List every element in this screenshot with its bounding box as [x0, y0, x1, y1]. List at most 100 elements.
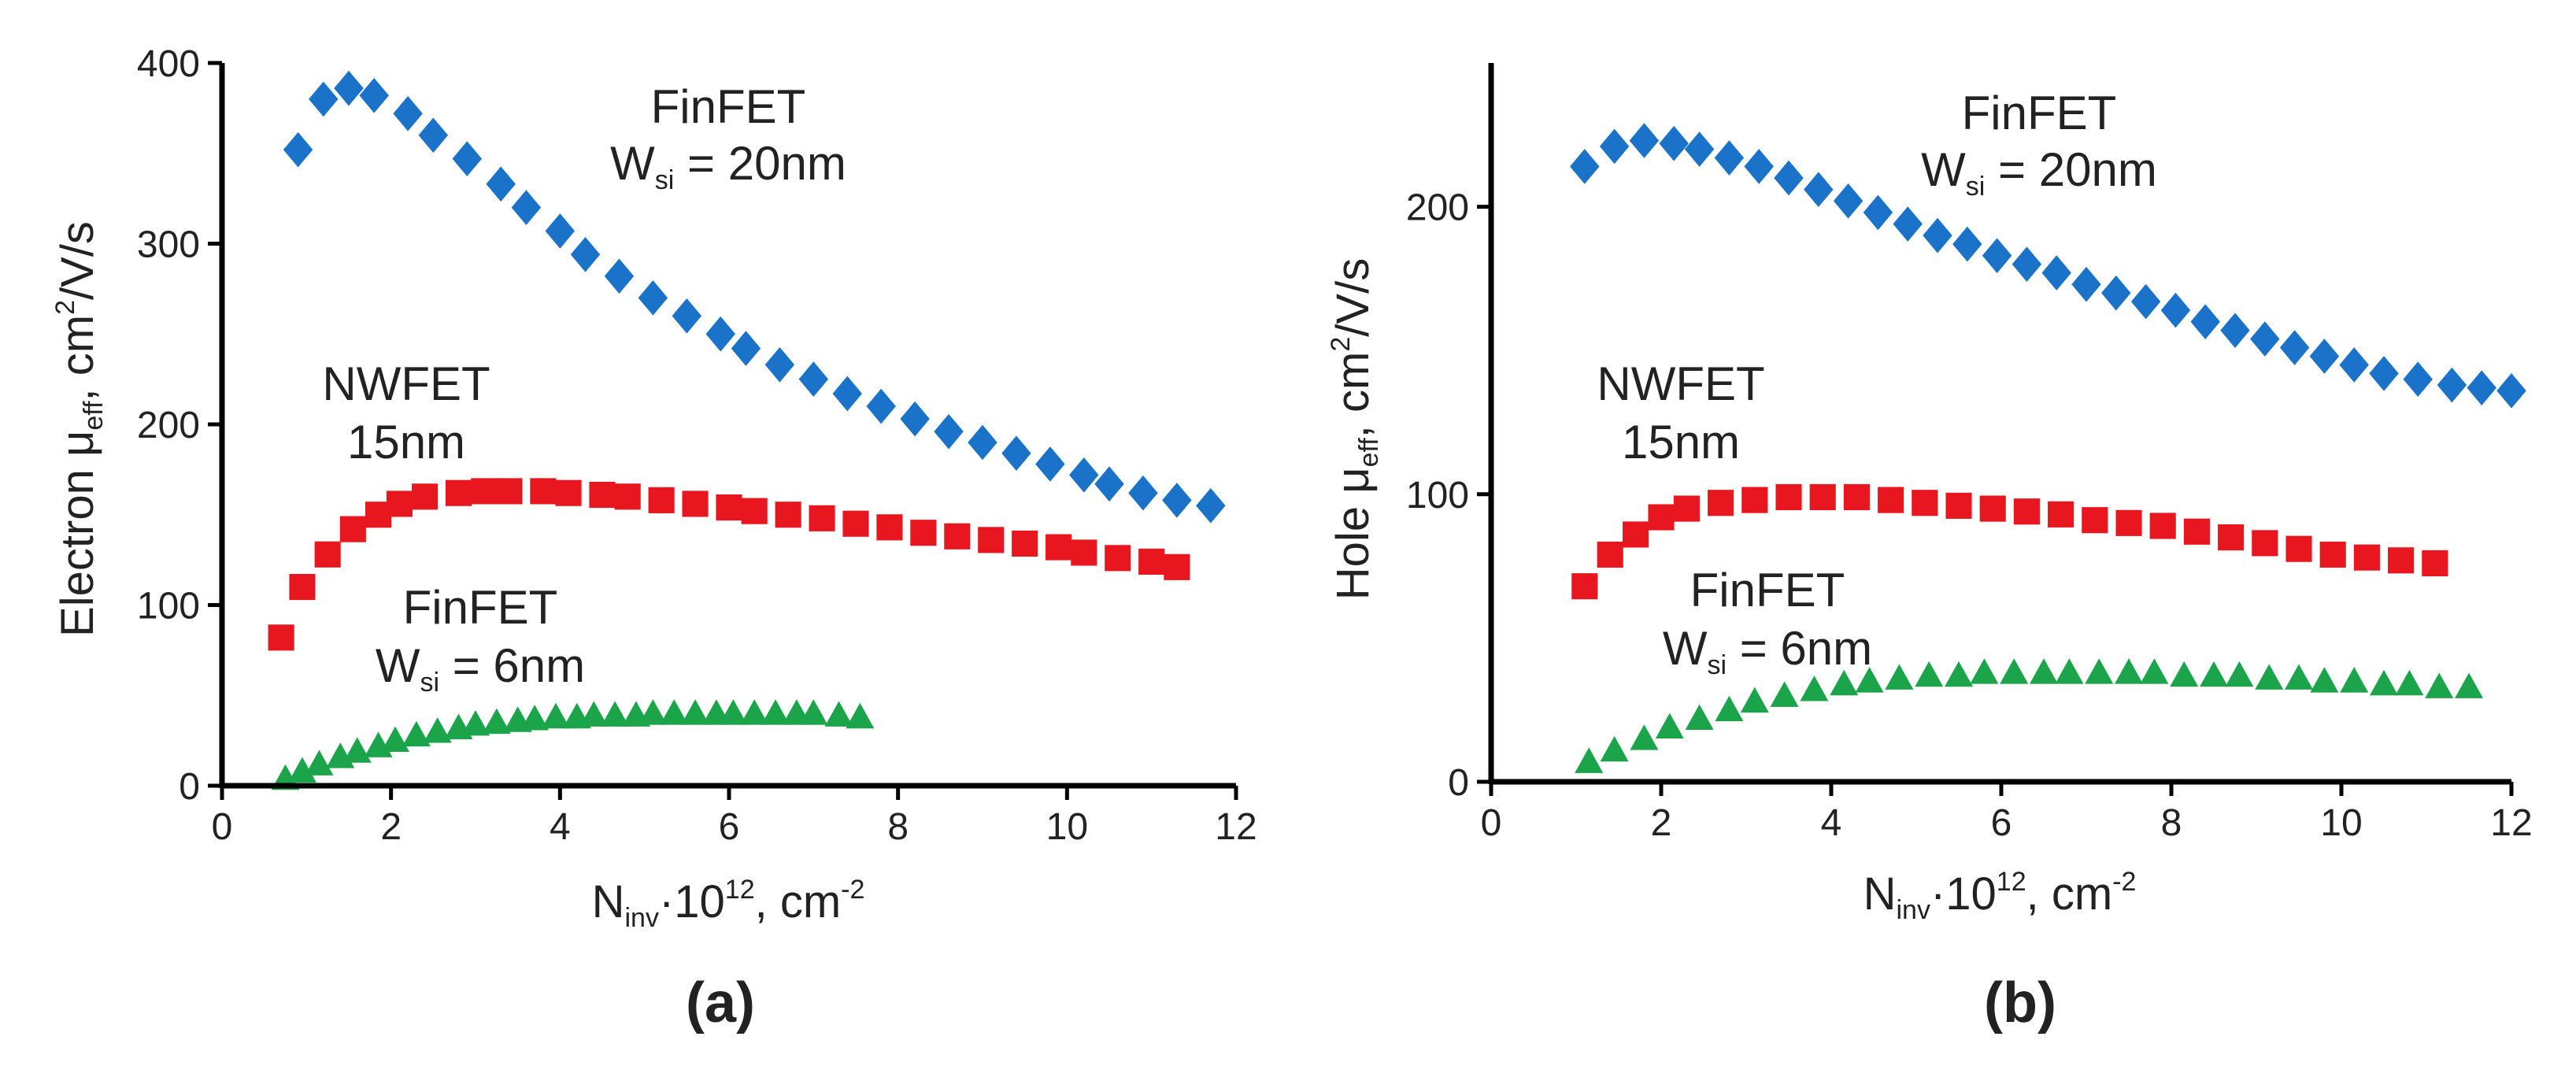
marker-b-series2-point24: [2255, 664, 2284, 690]
marker-a-series0-point0: [283, 131, 313, 168]
marker-a-series0-point13: [672, 298, 702, 334]
marker-b-series2-point26: [2310, 667, 2339, 693]
marker-a-series2-point4: [342, 737, 372, 763]
marker-b-series2-point4: [1685, 704, 1714, 731]
marker-b-series1-point10: [1878, 487, 1904, 513]
marker-a-series0-point14: [705, 316, 735, 352]
marker-b-series1-point22: [2285, 535, 2312, 562]
x-tick-label-a-8: 8: [887, 806, 909, 848]
marker-b-series2-point13: [1945, 661, 1973, 687]
marker-b-series0-point23: [2250, 321, 2280, 357]
marker-b-series0-point20: [2160, 292, 2191, 328]
marker-b-series0-point0: [1570, 149, 1600, 184]
y-tick-label-a-300: 300: [137, 224, 200, 266]
marker-a-series2-point1: [287, 757, 316, 783]
marker-a-series0-point18: [832, 376, 862, 412]
marker-a-series0-point28: [1162, 483, 1192, 518]
marker-a-series1-point30: [1164, 553, 1190, 580]
marker-a-series1-point29: [1138, 548, 1165, 575]
marker-b-series0-point5: [1714, 140, 1745, 176]
marker-b-series1-point17: [2115, 509, 2142, 536]
x-tick-label-b-4: 4: [1821, 802, 1842, 844]
marker-b-series1-point25: [2388, 547, 2415, 574]
marker-a-series2-point10: [461, 709, 490, 736]
marker-b-series2-point28: [2370, 669, 2398, 696]
marker-a-series1-point17: [741, 498, 768, 524]
y-axis-label-b: Hole μeff, cm2/V/s: [1326, 258, 1384, 600]
marker-b-series1-point12: [1945, 492, 1972, 519]
marker-b-series0-point6: [1744, 149, 1774, 184]
marker-a-series0-point11: [604, 258, 635, 294]
marker-b-series0-point22: [2220, 313, 2250, 348]
marker-b-series1-point26: [2422, 550, 2448, 577]
marker-a-series0-point23: [1001, 435, 1031, 472]
marker-b-series0-point27: [2369, 356, 2399, 391]
marker-a-series2-point28: [824, 701, 853, 727]
marker-b-series2-point23: [2225, 661, 2254, 687]
marker-a-series0-point16: [764, 346, 795, 383]
x-tick-label-b-2: 2: [1651, 802, 1672, 844]
marker-b-series0-point31: [2496, 373, 2526, 409]
marker-b-series1-point24: [2353, 544, 2380, 571]
marker-b-series2-point2: [1630, 724, 1659, 750]
marker-b-series0-point26: [2339, 347, 2369, 383]
marker-b-series0-point30: [2467, 370, 2496, 405]
marker-a-series0-point5: [418, 117, 449, 154]
marker-a-series1-point7: [445, 479, 472, 506]
marker-a-series0-point10: [570, 236, 601, 272]
marker-b-series2-point8: [1800, 676, 1829, 701]
marker-b-series2-point10: [1855, 667, 1884, 693]
y-tick-label-b-0: 0: [1448, 762, 1469, 804]
marker-b-series2-point1: [1600, 735, 1629, 762]
marker-b-series0-point25: [2309, 339, 2340, 374]
marker-b-series2-point20: [2140, 658, 2169, 684]
marker-a-series0-point25: [1069, 457, 1099, 493]
marker-b-series1-point11: [1912, 490, 1938, 516]
y-tick-label-a-0: 0: [179, 766, 200, 808]
y-tick-label-b-100: 100: [1406, 475, 1469, 516]
annotation-finfet-20nm-width-a: Wsi = 20nm: [610, 137, 846, 195]
marker-a-series0-point7: [486, 166, 516, 202]
marker-b-series2-point18: [2085, 658, 2114, 684]
marker-a-series2-point17: [601, 701, 630, 727]
marker-a-series1-point5: [386, 490, 413, 517]
marker-b-series1-point0: [1571, 573, 1598, 600]
marker-b-series0-point11: [1893, 206, 1923, 242]
marker-a-series0-point12: [638, 280, 668, 316]
marker-a-series1-point3: [339, 516, 366, 542]
marker-a-series1-point15: [682, 490, 709, 517]
marker-b-series1-point18: [2149, 513, 2176, 539]
x-axis-a: 0 2 4 6 8 10 12: [212, 783, 1257, 848]
x-tick-label-a-2: 2: [380, 806, 402, 848]
marker-b-series0-point3: [1659, 125, 1689, 161]
marker-b-series0-point7: [1774, 160, 1804, 196]
marker-b-series0-point16: [2041, 255, 2071, 291]
marker-a-series2-point6: [381, 726, 410, 753]
marker-a-series2-point8: [423, 717, 452, 743]
marker-a-series1-point0: [268, 624, 294, 651]
marker-a-series2-point13: [520, 705, 550, 731]
x-axis-label-a: Ninv·1012, cm-2: [592, 875, 865, 933]
marker-b-series1-point23: [2319, 541, 2346, 568]
marker-b-series1-point20: [2218, 524, 2245, 551]
x-axis-label-b: Ninv·1012, cm-2: [1864, 867, 2137, 925]
marker-b-series2-point22: [2200, 661, 2228, 687]
annotation-nwfet-size-b: 15nm: [1622, 416, 1740, 468]
marker-b-series2-point25: [2285, 664, 2313, 690]
y-axis-a: 0 100 200 300 400: [137, 43, 225, 808]
x-tick-label-a-12: 12: [1215, 806, 1257, 848]
marker-b-series1-point6: [1741, 487, 1768, 513]
marker-a-series0-point21: [934, 413, 964, 450]
y-tick-label-b-200: 200: [1406, 187, 1469, 229]
marker-a-series0-point24: [1035, 446, 1065, 482]
y-axis-b: 0 100 200: [1406, 63, 1494, 804]
marker-a-series0-point27: [1128, 475, 1158, 511]
marker-a-series2-point2: [305, 750, 334, 775]
marker-a-series0-point29: [1196, 487, 1226, 524]
marker-a-series1-point25: [1012, 530, 1038, 557]
marker-a-series1-point9: [496, 478, 523, 505]
marker-b-series1-point13: [1979, 495, 2006, 522]
marker-b-series1-point8: [1809, 483, 1836, 511]
marker-b-series0-point29: [2437, 367, 2467, 403]
x-ticks-a: 0 2 4 6 8 10 12: [212, 786, 1257, 848]
